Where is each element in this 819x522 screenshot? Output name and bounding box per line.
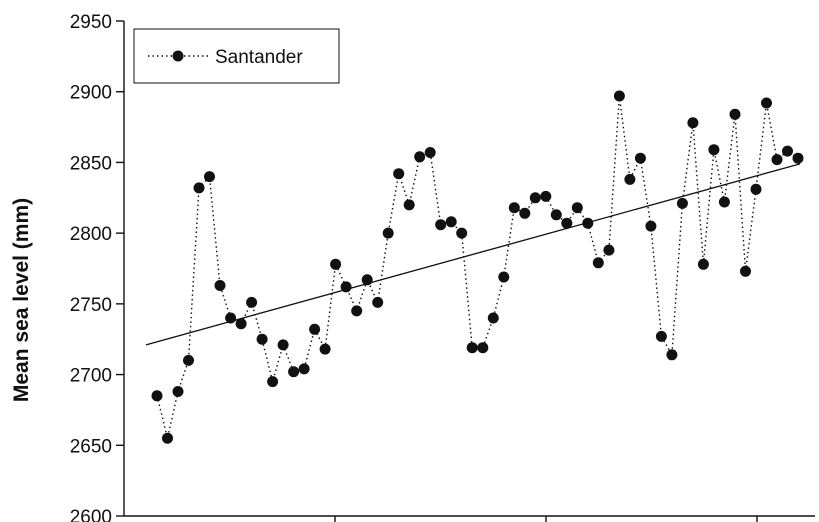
data-point bbox=[267, 376, 279, 388]
legend-box bbox=[133, 28, 340, 84]
data-point bbox=[645, 220, 657, 232]
data-point bbox=[603, 244, 615, 256]
data-point bbox=[382, 227, 394, 239]
data-point bbox=[351, 305, 363, 317]
data-point bbox=[151, 390, 163, 402]
trend-line bbox=[145, 163, 801, 346]
series-santander bbox=[151, 90, 804, 444]
data-point bbox=[435, 219, 447, 231]
data-point bbox=[204, 171, 215, 183]
data-point bbox=[183, 354, 194, 366]
data-point bbox=[487, 312, 499, 324]
data-point bbox=[340, 281, 352, 293]
legend-label: Santander bbox=[215, 47, 303, 68]
data-point bbox=[718, 196, 730, 208]
data-point bbox=[330, 258, 342, 270]
data-point bbox=[445, 216, 457, 228]
data-point bbox=[561, 217, 573, 229]
data-point bbox=[403, 199, 415, 211]
data-point bbox=[529, 192, 541, 204]
data-point bbox=[571, 202, 583, 214]
data-point bbox=[613, 90, 625, 102]
data-point bbox=[319, 343, 331, 355]
data-point bbox=[519, 207, 531, 219]
y-tick-label: 2950 bbox=[70, 12, 112, 33]
data-point bbox=[288, 366, 300, 378]
data-point bbox=[771, 154, 783, 166]
data-point bbox=[740, 265, 751, 277]
data-point bbox=[214, 280, 226, 291]
y-tick-label: 2600 bbox=[70, 507, 112, 522]
y-axis-title: Mean sea level (mm) bbox=[10, 198, 33, 402]
data-point bbox=[761, 97, 772, 109]
data-point bbox=[582, 217, 594, 229]
data-point bbox=[309, 323, 321, 335]
data-point bbox=[676, 197, 688, 209]
axes bbox=[123, 21, 815, 517]
data-point bbox=[708, 144, 720, 156]
data-point bbox=[235, 318, 247, 330]
data-point bbox=[372, 296, 384, 308]
data-point bbox=[550, 209, 562, 221]
data-point bbox=[624, 173, 636, 185]
data-point bbox=[225, 312, 237, 324]
data-point bbox=[393, 168, 405, 180]
data-point bbox=[592, 257, 604, 269]
data-point bbox=[498, 271, 510, 283]
y-tick-label: 2800 bbox=[70, 224, 112, 245]
data-point bbox=[414, 151, 426, 163]
data-point bbox=[508, 202, 520, 214]
data-point bbox=[456, 227, 468, 239]
legend-marker bbox=[172, 50, 184, 62]
data-point bbox=[750, 183, 762, 195]
y-tick-label: 2850 bbox=[70, 153, 112, 174]
data-point bbox=[782, 145, 793, 157]
data-point bbox=[361, 274, 373, 286]
data-point bbox=[246, 296, 258, 308]
data-point bbox=[424, 147, 436, 158]
data-point bbox=[193, 182, 205, 194]
data-point bbox=[477, 342, 489, 354]
data-point bbox=[466, 342, 478, 354]
y-tick-label: 2700 bbox=[70, 366, 112, 387]
y-tick-label: 2650 bbox=[70, 436, 112, 457]
data-point bbox=[162, 432, 173, 444]
data-point bbox=[540, 190, 552, 202]
y-axis-ticks: 2600 2650 2700 2750 2800 2850 2900 2950 bbox=[70, 12, 124, 522]
data-point bbox=[655, 330, 667, 342]
data-point bbox=[277, 339, 289, 351]
trend-line-group bbox=[145, 163, 801, 346]
data-point bbox=[697, 258, 709, 270]
data-point bbox=[687, 117, 699, 129]
y-tick-label: 2750 bbox=[70, 295, 112, 316]
data-point bbox=[634, 152, 646, 164]
y-tick-label: 2900 bbox=[70, 83, 112, 104]
data-point bbox=[298, 363, 310, 375]
data-point bbox=[792, 152, 804, 164]
data-point bbox=[172, 386, 184, 397]
data-point bbox=[666, 349, 678, 361]
data-point bbox=[256, 333, 268, 345]
data-point bbox=[729, 108, 741, 120]
legend: Santander bbox=[133, 28, 340, 84]
x-axis-ticks bbox=[334, 516, 758, 522]
